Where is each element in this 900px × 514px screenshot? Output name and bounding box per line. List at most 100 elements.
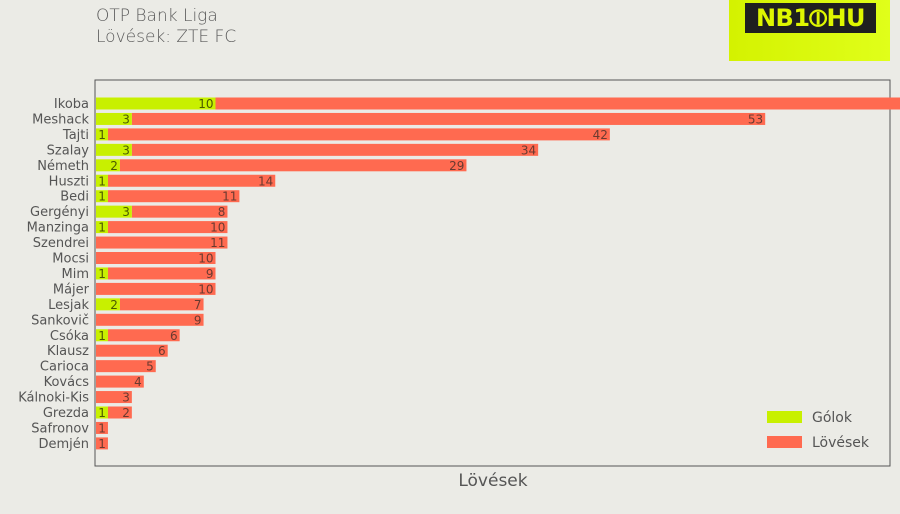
shots-value-label: 4 (134, 375, 142, 389)
y-tick-label: Huszti (49, 174, 89, 189)
shots-value-label: 29 (449, 159, 464, 173)
goals-bar (96, 159, 120, 172)
shots-bar (107, 190, 240, 203)
y-tick-label: Szendrei (33, 236, 89, 251)
shots-bar (107, 221, 228, 234)
shots-value-label: 1 (98, 421, 106, 435)
goals-value-label: 2 (110, 159, 118, 173)
shots-value-label: 7 (194, 298, 202, 312)
shots-value-label: 14 (258, 174, 273, 188)
shots-bar (96, 437, 108, 450)
y-tick-label: Kálnoki-Kis (18, 391, 89, 406)
goals-value-label: 1 (98, 190, 106, 204)
x-axis-label: Lövések (458, 471, 527, 491)
goals-bar (96, 128, 108, 141)
shots-value-label: 11 (222, 190, 237, 204)
goals-value-label: 3 (122, 143, 130, 157)
chart-title: OTP Bank Liga (96, 6, 218, 26)
shots-value-label: 2 (122, 406, 130, 420)
y-tick-label: Safronov (31, 421, 89, 436)
goals-value-label: 3 (122, 112, 130, 126)
shots-bar (96, 344, 168, 357)
shots-bar (96, 421, 108, 434)
y-tick-label: Sankovič (31, 313, 89, 328)
goals-bar (96, 329, 108, 342)
plot-frame (94, 79, 891, 467)
shots-bar (96, 236, 228, 249)
shots-bar (96, 360, 156, 373)
legend-label: Gólok (812, 410, 853, 426)
shots-value-label: 53 (748, 112, 763, 126)
y-tick-label: Gergényi (30, 205, 89, 220)
goals-value-label: 1 (98, 128, 106, 142)
y-tick-label: Demjén (38, 437, 89, 452)
shots-bar (131, 112, 766, 125)
goals-value-label: 1 (98, 406, 106, 420)
goals-value-label: 1 (98, 221, 106, 235)
shots-bar (215, 97, 900, 110)
legend-label: Lövések (812, 435, 870, 451)
shots-value-label: 42 (593, 128, 608, 142)
y-tick-label: Manzinga (27, 221, 89, 236)
chart-title-block: OTP Bank Liga Lövések: ZTE FC (96, 6, 236, 48)
shots-value-label: 10 (198, 282, 213, 296)
goals-bar (96, 298, 120, 311)
goals-value-label: 3 (122, 205, 130, 219)
y-tick-label: Mim (62, 267, 90, 282)
y-tick-label: Kovács (44, 375, 90, 390)
shots-bar (96, 391, 132, 404)
goals-value-label: 1 (98, 174, 106, 188)
shots-value-label: 9 (206, 267, 214, 281)
shots-bar (96, 375, 144, 388)
shots-bar (96, 282, 216, 295)
y-tick-label: Ikoba (54, 97, 89, 112)
shots-value-label: 8 (218, 205, 226, 219)
goals-bar (96, 267, 108, 280)
y-tick-label: Grezda (43, 406, 89, 421)
chart-subtitle: Lövések: ZTE FC (96, 27, 237, 47)
legend-swatch (767, 411, 802, 423)
goals-value-label: 10 (198, 97, 213, 111)
goals-bar (96, 190, 108, 203)
shots-bar (107, 406, 132, 419)
y-tick-label: Szalay (47, 143, 90, 158)
y-tick-label: Bedi (60, 190, 89, 205)
goals-bar (96, 112, 132, 125)
shots-bar (131, 143, 539, 156)
goals-value-label: 1 (98, 329, 106, 343)
y-tick-label: Tajti (62, 128, 89, 143)
goals-bar (96, 221, 108, 234)
y-tick-label: Carioca (40, 360, 89, 375)
y-tick-label: Lesjak (48, 298, 89, 313)
shots-value-label: 11 (210, 236, 225, 250)
y-tick-label: Májer (53, 282, 90, 297)
y-tick-label: Csóka (50, 329, 89, 344)
goals-bar (96, 205, 132, 218)
shots-bar (96, 252, 216, 264)
shots-bar (119, 159, 467, 172)
shots-value-label: 6 (158, 344, 166, 358)
shots-bar (107, 267, 216, 280)
nb1hu-logo: NB1⦶HU (729, 0, 890, 61)
shots-bar (107, 128, 610, 141)
shots-value-label: 6 (170, 329, 178, 343)
y-tick-label: Meshack (32, 112, 89, 127)
goals-bar (96, 406, 108, 419)
shots-bar (107, 174, 276, 187)
shots-value-label: 34 (521, 143, 536, 157)
shots-bar (107, 329, 180, 342)
shots-value-label: 3 (122, 391, 130, 405)
goals-bar (96, 143, 132, 156)
y-tick-label: Németh (37, 159, 89, 174)
shots-bar (131, 205, 228, 218)
y-tick-label: Klausz (47, 344, 89, 359)
goals-value-label: 1 (98, 267, 106, 281)
legend-swatch (767, 436, 802, 448)
shots-value-label: 9 (194, 313, 202, 327)
logo-text: NB1⦶HU (745, 3, 876, 33)
shots-value-label: 10 (210, 221, 225, 235)
shots-bar (119, 298, 204, 311)
goals-bar (96, 97, 216, 110)
shots-value-label: 1 (98, 437, 106, 451)
